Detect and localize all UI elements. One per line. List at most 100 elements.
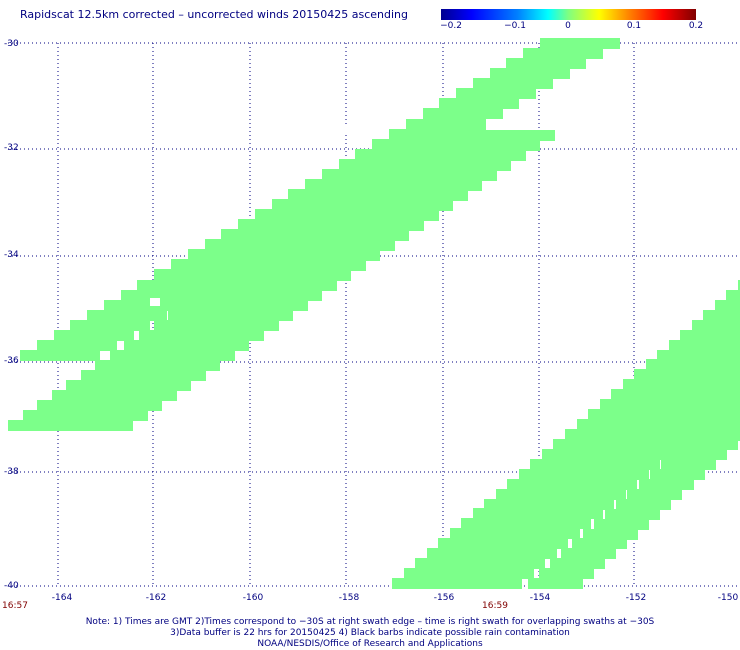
swath-a-row — [355, 149, 435, 160]
swath-d-row — [583, 529, 638, 540]
swath-b-row — [255, 250, 380, 261]
lat-label-40: -40 — [4, 581, 19, 591]
swath-b-row — [183, 300, 308, 311]
swath-d-row — [705, 420, 740, 431]
swath-c-row — [680, 330, 740, 341]
swath-c-row — [657, 350, 740, 361]
swath-a-row — [372, 139, 452, 150]
note-line-2: 3)Data buffer is 22 hrs for 20150425 4) … — [170, 628, 570, 638]
swath-a-row — [523, 48, 603, 59]
swath-c-row — [392, 578, 522, 589]
swath-c-row — [519, 469, 649, 480]
swath-b-row — [284, 230, 409, 241]
footnotes: Note: 1) Times are GMT 2)Times correspon… — [0, 617, 740, 650]
swath-c-row — [473, 508, 603, 519]
swath-d-row — [561, 548, 616, 559]
swath-c-row — [634, 369, 740, 380]
swath-b-row — [430, 130, 555, 141]
swath-a-row — [20, 350, 100, 361]
swath-d-row — [716, 410, 740, 421]
swath-a-row — [221, 229, 301, 240]
swath-b-row — [386, 160, 511, 171]
lat-label-38: -38 — [4, 467, 19, 477]
swath-b-row — [23, 410, 148, 421]
time-label-mid: 16:59 — [482, 601, 508, 611]
swath-a-row — [540, 38, 620, 49]
swath-a-row — [87, 310, 167, 321]
swath-b-row — [299, 220, 424, 231]
swath-d-row — [616, 499, 671, 510]
swath-a-row — [255, 209, 335, 220]
swath-d-row — [550, 558, 605, 569]
swath-gap — [150, 298, 160, 306]
swath-c-row — [577, 419, 707, 430]
swath-d-row — [572, 538, 627, 549]
swath-d-row — [661, 459, 716, 470]
swath-a-row — [305, 179, 385, 190]
swath-c-row — [588, 409, 718, 420]
swath-a-row — [104, 300, 184, 311]
swath-d-row — [528, 578, 583, 589]
swath-b-row — [52, 390, 177, 401]
swath-b-row — [81, 370, 206, 381]
note-line-3: NOAA/NESDIS/Office of Research and Appli… — [257, 639, 483, 649]
swath-c-row — [738, 280, 740, 291]
swath-b-row — [110, 350, 235, 361]
swath-c-row — [484, 499, 614, 510]
swath-a-row — [272, 199, 352, 210]
swath-a-row — [188, 249, 268, 260]
swath-a-row — [171, 259, 251, 270]
swath-c-row — [438, 538, 568, 549]
colorbar-label-min: −0.2 — [440, 21, 462, 31]
lat-label-30: -30 — [4, 39, 19, 49]
lon-label-160: -160 — [242, 593, 264, 603]
swath-c-row — [623, 379, 740, 390]
swath-b-row — [66, 380, 191, 391]
swath-a-row — [70, 320, 150, 331]
swath-d-row — [639, 479, 694, 490]
swath-b-row — [401, 150, 526, 161]
swath-d-row — [694, 430, 740, 441]
swath-c-row — [496, 489, 626, 500]
colorbar-label-neg: −0.1 — [504, 21, 526, 31]
swath-d-row — [672, 449, 727, 460]
lat-label-32: -32 — [4, 143, 19, 153]
note-line-1: Note: 1) Times are GMT 2)Times correspon… — [85, 617, 655, 627]
swath-a-row — [205, 239, 285, 250]
swath-b-row — [154, 320, 279, 331]
swath-a-row — [506, 58, 586, 69]
swath-d-row — [650, 469, 705, 480]
swath-c-row — [542, 449, 672, 460]
swath-d-row — [727, 400, 740, 411]
swath-c-row — [565, 429, 695, 440]
swath-a-row — [389, 129, 469, 140]
lon-label-150: -150 — [717, 593, 739, 603]
swath-b-row — [226, 270, 351, 281]
swath-c-row — [611, 389, 740, 400]
swath-d-row — [605, 509, 660, 520]
swath-b-row — [124, 340, 249, 351]
swath-b-row — [270, 240, 395, 251]
swath-d-row — [539, 568, 594, 579]
swath-c-row — [726, 290, 740, 301]
swath-c-row — [669, 340, 740, 351]
colorbar-label-max: 0.2 — [688, 21, 704, 31]
swath-b-row — [8, 420, 133, 431]
swath-c-row — [715, 300, 740, 311]
swath-b-row — [372, 170, 497, 181]
swath-a-row — [339, 159, 419, 170]
swath-a-row — [37, 340, 117, 351]
colorbar-label-pos: 0.1 — [626, 21, 642, 31]
swath-gap — [180, 238, 192, 248]
lon-label-154: -154 — [529, 593, 551, 603]
swath-a-row — [54, 330, 134, 341]
swath-c-row — [530, 459, 660, 470]
swath-a-row — [439, 98, 519, 109]
swath-c-row — [427, 548, 557, 559]
swath-b-row — [343, 190, 468, 201]
swath-d-row — [594, 519, 649, 530]
swath-c-row — [692, 320, 740, 331]
swath-b-row — [328, 200, 453, 211]
swath-d-row — [683, 439, 738, 450]
